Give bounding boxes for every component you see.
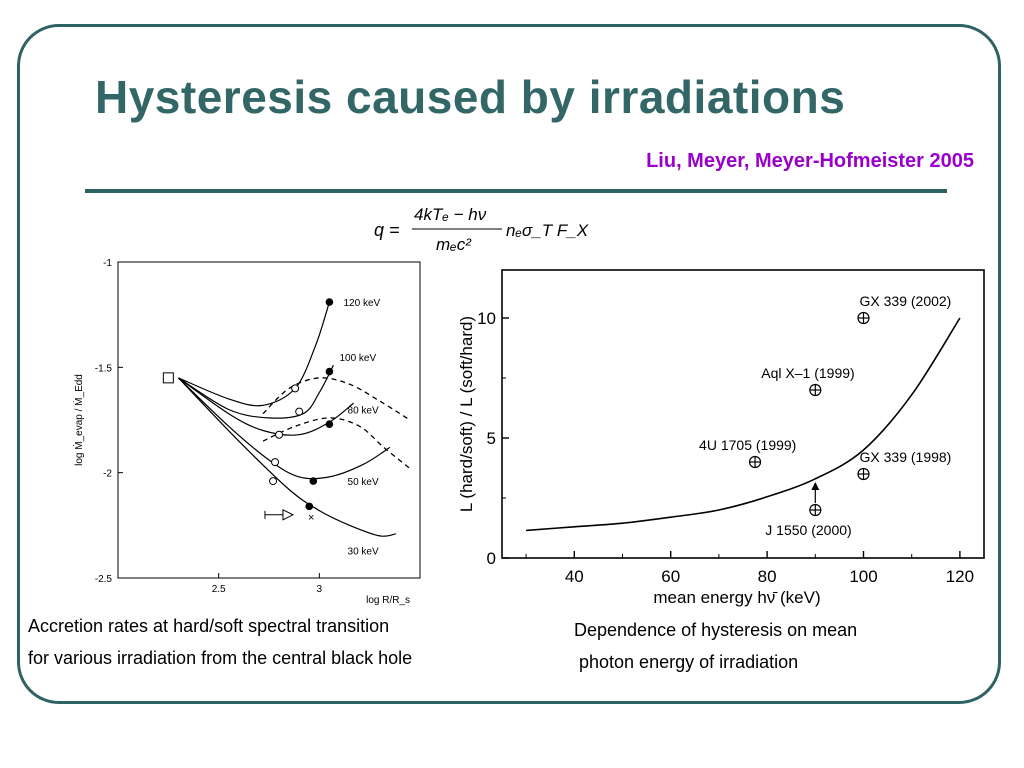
observation-label: 4U 1705 (1999) xyxy=(699,437,796,453)
x-tick-label: 40 xyxy=(565,567,584,586)
caption-right-line-1: Dependence of hysteresis on mean xyxy=(574,620,858,640)
formula-factors: nₑσ_T F_X xyxy=(506,221,589,240)
y-axis-label: log Ṁ_evap / Ṁ_Edd xyxy=(72,374,85,466)
open-marker xyxy=(275,430,284,439)
series-label: 80 keV xyxy=(348,405,379,416)
title-divider xyxy=(85,189,947,193)
filled-marker xyxy=(325,298,334,306)
formula-lhs: q = xyxy=(374,220,400,240)
heating-formula: q = 4kTₑ − hν mₑc² nₑσ_T F_X xyxy=(374,205,589,254)
filled-marker xyxy=(325,367,334,376)
hysteresis-chart: 0 5 10 40 60 80 100 120 mean energy hν̄ (keV) L (… xyxy=(457,269,985,607)
y-tick-label: 10 xyxy=(477,309,496,328)
series-label: 50 keV xyxy=(348,477,379,488)
accretion-rate-chart: -1 -1.5 -2 -2.5 2.5 3 log R/R_s log Ṁ_evap / Ṁ_… xyxy=(72,258,421,606)
energy-curve xyxy=(177,377,396,537)
y-tick-label: 5 xyxy=(487,429,496,448)
dashed-curve xyxy=(262,377,411,421)
energy-curve xyxy=(178,301,330,407)
dashed-curve xyxy=(262,417,411,469)
caption-right-line-2: photon energy of irradiation xyxy=(574,652,799,672)
series-label: 120 keV xyxy=(343,298,380,309)
observation-label: GX 339 (2002) xyxy=(860,293,952,309)
x-tick-label: 60 xyxy=(661,567,680,586)
open-marker xyxy=(295,407,304,416)
formula-numerator: 4kTₑ − hν xyxy=(414,205,487,224)
observation-label: Aql X–1 (1999) xyxy=(761,365,854,381)
observation-label: J 1550 (2000) xyxy=(765,522,851,538)
caption-left-line-1: Accretion rates at hard/soft spectral tr… xyxy=(28,616,390,636)
observation-label: GX 339 (1998) xyxy=(860,449,952,465)
filled-marker xyxy=(305,502,314,511)
arrow-head xyxy=(282,508,295,521)
caption-left-line-2: for various irradiation from the central… xyxy=(28,648,413,668)
x-axis-label: mean energy hν̄ (keV) xyxy=(653,588,820,607)
model-curve xyxy=(526,317,961,532)
slide-title: Hysteresis caused by irradiations xyxy=(95,71,846,123)
x-axis-label: log R/R_s xyxy=(366,595,410,606)
x-tick-label: 3 xyxy=(317,584,323,595)
y-axis-label: L (hard/soft) / L (soft/hard) xyxy=(457,316,476,512)
open-marker xyxy=(269,477,278,486)
plot-frame xyxy=(501,269,985,559)
cross-marker: × xyxy=(308,512,314,524)
y-tick-label: -2.5 xyxy=(95,574,113,585)
series-label: 30 keV xyxy=(348,547,379,558)
x-tick-label: 100 xyxy=(849,567,877,586)
slide-frame xyxy=(17,24,1001,704)
start-square-marker xyxy=(162,372,174,384)
author-citation: Liu, Meyer, Meyer-Hofmeister 2005 xyxy=(646,150,974,172)
x-tick-label: 80 xyxy=(758,567,777,586)
y-tick-label: 0 xyxy=(487,549,496,568)
formula-denominator: mₑc² xyxy=(436,235,472,254)
series-label: 100 keV xyxy=(339,353,376,364)
open-marker xyxy=(271,458,280,467)
y-tick-label: -1 xyxy=(103,258,112,269)
energy-curve xyxy=(177,377,391,480)
y-tick-label: -2 xyxy=(103,469,112,480)
filled-marker xyxy=(325,420,334,429)
x-tick-label: 120 xyxy=(946,567,974,586)
x-tick-label: 2.5 xyxy=(212,584,226,595)
plot-frame xyxy=(117,261,421,579)
filled-marker xyxy=(309,477,318,485)
open-marker xyxy=(291,384,300,393)
energy-curve xyxy=(178,364,334,419)
y-tick-label: -1.5 xyxy=(95,363,113,374)
lower-limit-arrow-head xyxy=(811,482,820,490)
